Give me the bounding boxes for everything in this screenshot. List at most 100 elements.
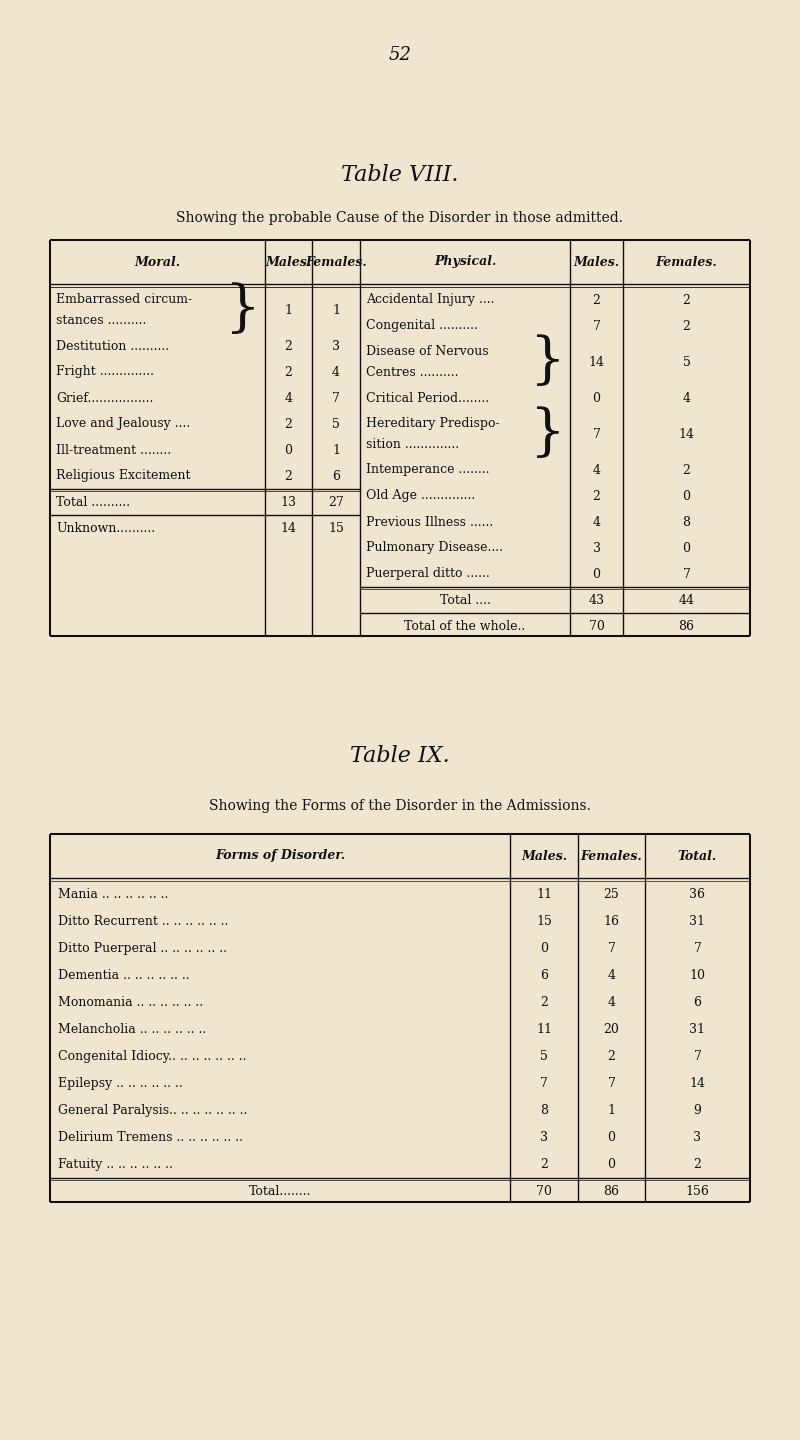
Text: 6: 6 [540, 969, 548, 982]
Text: 2: 2 [682, 320, 690, 333]
Text: Hereditary Predispo-: Hereditary Predispo- [366, 418, 500, 431]
Text: 4: 4 [593, 516, 601, 528]
Text: 8: 8 [540, 1104, 548, 1117]
Text: 14: 14 [678, 428, 694, 441]
Text: Ditto Recurrent .. .. .. .. .. ..: Ditto Recurrent .. .. .. .. .. .. [58, 914, 228, 927]
Text: Delirium Tremens .. .. .. .. .. ..: Delirium Tremens .. .. .. .. .. .. [58, 1130, 243, 1143]
Text: 7: 7 [593, 428, 601, 441]
Text: }: } [226, 282, 261, 337]
Text: Epilepsy .. .. .. .. .. ..: Epilepsy .. .. .. .. .. .. [58, 1077, 182, 1090]
Text: Previous Illness ......: Previous Illness ...... [366, 516, 494, 528]
Text: 4: 4 [285, 392, 293, 405]
Text: 2: 2 [694, 1158, 702, 1171]
Text: Destitution ..........: Destitution .......... [56, 340, 169, 353]
Text: Intemperance ........: Intemperance ........ [366, 464, 490, 477]
Text: 70: 70 [536, 1185, 552, 1198]
Text: 11: 11 [536, 888, 552, 901]
Text: 2: 2 [285, 469, 293, 482]
Text: 13: 13 [281, 495, 297, 508]
Text: 0: 0 [593, 567, 601, 580]
Text: Females.: Females. [581, 850, 642, 863]
Text: 2: 2 [682, 464, 690, 477]
Text: 27: 27 [328, 495, 344, 508]
Text: 5: 5 [682, 356, 690, 369]
Text: 7: 7 [332, 392, 340, 405]
Text: 0: 0 [285, 444, 293, 456]
Text: 3: 3 [332, 340, 340, 353]
Text: 20: 20 [603, 1022, 619, 1035]
Text: 10: 10 [690, 969, 706, 982]
Text: Pulmonary Disease....: Pulmonary Disease.... [366, 541, 503, 554]
Text: Males.: Males. [266, 255, 311, 268]
Text: Melancholia .. .. .. .. .. ..: Melancholia .. .. .. .. .. .. [58, 1022, 206, 1035]
Text: Puerperal ditto ......: Puerperal ditto ...... [366, 567, 490, 580]
Text: Total........: Total........ [249, 1185, 311, 1198]
Text: 1: 1 [285, 304, 293, 317]
Text: 1: 1 [332, 444, 340, 456]
Text: 14: 14 [589, 356, 605, 369]
Text: Fatuity .. .. .. .. .. ..: Fatuity .. .. .. .. .. .. [58, 1158, 173, 1171]
Text: Grief.................: Grief................. [56, 392, 154, 405]
Text: Monomania .. .. .. .. .. ..: Monomania .. .. .. .. .. .. [58, 996, 203, 1009]
Text: 70: 70 [589, 619, 605, 632]
Text: 2: 2 [285, 418, 293, 431]
Text: 4: 4 [607, 969, 615, 982]
Text: 7: 7 [593, 320, 601, 333]
Text: 16: 16 [603, 914, 619, 927]
Text: 36: 36 [690, 888, 706, 901]
Text: 2: 2 [540, 1158, 548, 1171]
Text: 7: 7 [607, 1077, 615, 1090]
Text: 2: 2 [607, 1050, 615, 1063]
Text: Males.: Males. [574, 255, 619, 268]
Text: 15: 15 [328, 521, 344, 534]
Text: 3: 3 [540, 1130, 548, 1143]
Text: Disease of Nervous: Disease of Nervous [366, 346, 489, 359]
Text: 11: 11 [536, 1022, 552, 1035]
Text: Total.: Total. [678, 850, 717, 863]
Text: 156: 156 [686, 1185, 710, 1198]
Text: 4: 4 [607, 996, 615, 1009]
Text: 9: 9 [694, 1104, 702, 1117]
Text: 43: 43 [589, 593, 605, 606]
Text: Religious Excitement: Religious Excitement [56, 469, 190, 482]
Text: Unknown..........: Unknown.......... [56, 521, 155, 534]
Text: 3: 3 [694, 1130, 702, 1143]
Text: Old Age ..............: Old Age .............. [366, 490, 475, 503]
Text: }: } [530, 334, 566, 389]
Text: Showing the probable Cause of the Disorder in those admitted.: Showing the probable Cause of the Disord… [177, 212, 623, 225]
Text: 14: 14 [690, 1077, 706, 1090]
Text: Fright ..............: Fright .............. [56, 366, 154, 379]
Text: Ill-treatment ........: Ill-treatment ........ [56, 444, 171, 456]
Text: 2: 2 [285, 366, 293, 379]
Text: 0: 0 [607, 1130, 615, 1143]
Text: Physical.: Physical. [434, 255, 496, 268]
Text: Females.: Females. [656, 255, 718, 268]
Text: 4: 4 [332, 366, 340, 379]
Text: 3: 3 [593, 541, 601, 554]
Text: 6: 6 [694, 996, 702, 1009]
Text: 2: 2 [285, 340, 293, 353]
Text: 52: 52 [389, 46, 411, 63]
Text: 86: 86 [603, 1185, 619, 1198]
Text: 1: 1 [332, 304, 340, 317]
Text: Females.: Females. [305, 255, 367, 268]
Text: 8: 8 [682, 516, 690, 528]
Text: 0: 0 [593, 392, 601, 405]
Text: 6: 6 [332, 469, 340, 482]
Text: Total of the whole..: Total of the whole.. [404, 619, 526, 632]
Text: 14: 14 [281, 521, 297, 534]
Text: }: } [530, 406, 566, 461]
Text: 7: 7 [682, 567, 690, 580]
Text: 0: 0 [607, 1158, 615, 1171]
Text: 2: 2 [593, 490, 601, 503]
Text: General Paralysis.. .. .. .. .. .. ..: General Paralysis.. .. .. .. .. .. .. [58, 1104, 247, 1117]
Text: 0: 0 [682, 490, 690, 503]
Text: 15: 15 [536, 914, 552, 927]
Text: Critical Period........: Critical Period........ [366, 392, 489, 405]
Text: Congenital Idiocy.. .. .. .. .. .. ..: Congenital Idiocy.. .. .. .. .. .. .. [58, 1050, 246, 1063]
Text: 1: 1 [607, 1104, 615, 1117]
Text: Centres ..........: Centres .......... [366, 366, 458, 379]
Text: 2: 2 [593, 294, 601, 307]
Text: Congenital ..........: Congenital .......... [366, 320, 478, 333]
Text: Table IX.: Table IX. [350, 744, 450, 768]
